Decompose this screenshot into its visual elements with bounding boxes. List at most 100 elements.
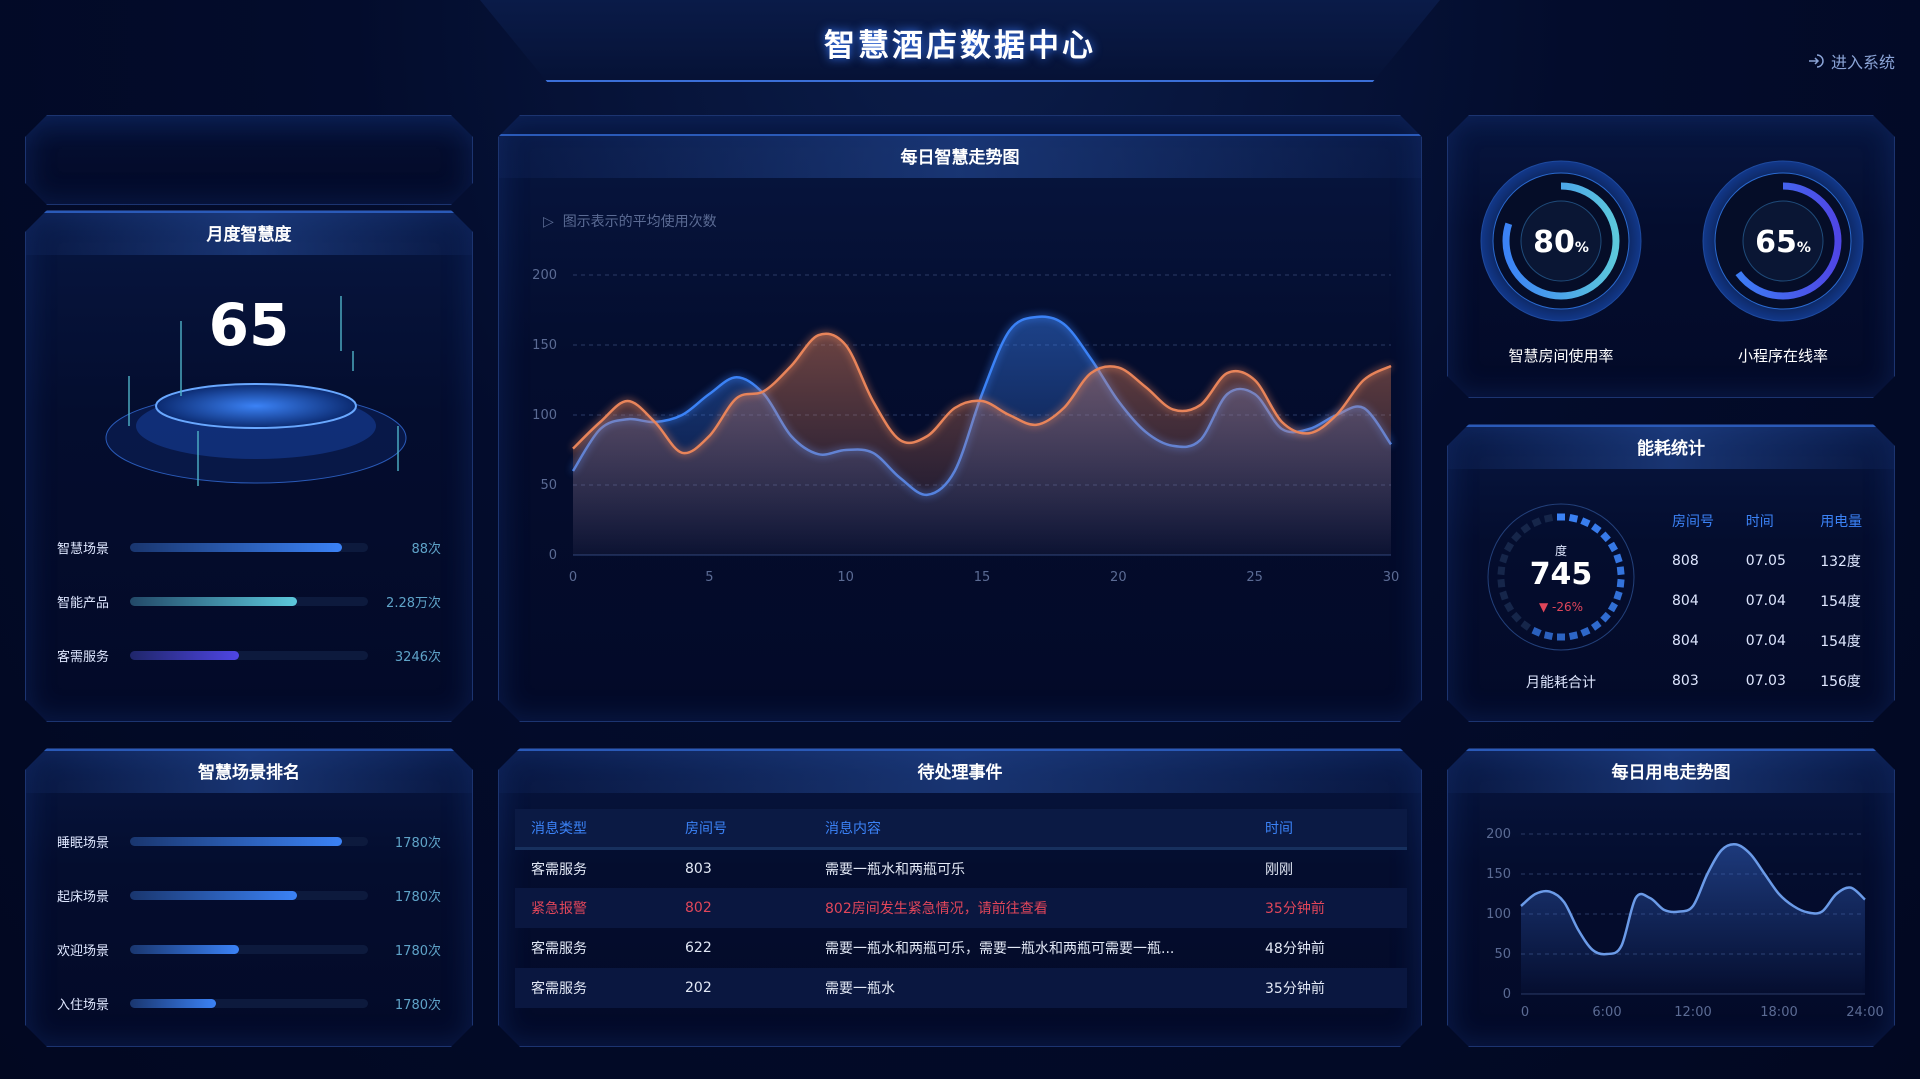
bar-value: 1780次 — [394, 835, 441, 851]
column-header: 时间 — [1265, 809, 1407, 848]
y-tick-label: 100 — [532, 408, 557, 423]
ring-segment — [1532, 627, 1542, 637]
bar-track — [130, 891, 368, 900]
ring-segment — [1497, 566, 1505, 575]
energy-change: ▼ -26% — [1486, 600, 1636, 614]
gauge-value: 80% — [1533, 225, 1589, 260]
bar-fill — [130, 651, 239, 660]
ring-segment — [1613, 554, 1622, 564]
alarm-row[interactable]: 紧急报警 802 802房间发生紧急情况，请前往查看 35分钟前 — [515, 888, 1407, 928]
ring-segment — [1617, 566, 1625, 575]
bar-label: 欢迎场景 — [57, 943, 110, 959]
bar-value: 1780次 — [394, 997, 441, 1013]
x-tick-label: 24:00 — [1846, 1005, 1883, 1020]
ring-segment — [1600, 532, 1611, 543]
event-row[interactable]: 客需服务 202 需要一瓶水 35分钟前 — [515, 968, 1407, 1008]
table-cell: 客需服务 — [531, 941, 587, 957]
table-cell: 156度 — [1820, 674, 1861, 690]
table-cell: 需要一瓶水 — [825, 968, 1265, 1008]
events-table: 消息类型 房间号 消息内容 时间 客需服务 803 需要一瓶水和两瓶可乐 刚刚 紧急报警 802 8… — [515, 809, 1407, 1008]
subtitle-text: 图示表示的平均使用次数 — [562, 214, 717, 230]
x-tick-label: 12:00 — [1674, 1005, 1711, 1020]
x-tick-label: 6:00 — [1592, 1005, 1621, 1020]
y-tick-label: 150 — [532, 338, 557, 353]
ring-segment — [1499, 554, 1508, 564]
table-cell: 客需服务 — [515, 968, 685, 1008]
panel-title: 智慧场景排名 — [26, 749, 472, 793]
event-row[interactable]: 客需服务 803 需要一瓶水和两瓶可乐 刚刚 — [515, 848, 1407, 888]
bar-label: 智能产品 — [57, 595, 110, 611]
bar-track — [130, 543, 368, 552]
bar-label: 客需服务 — [57, 649, 110, 665]
ring-segment — [1600, 612, 1611, 623]
panel-title: 月度智慧度 — [26, 211, 472, 255]
bar-track — [130, 651, 368, 660]
energy-table: 房间号 时间 用电量 808 07.05 132度 804 07.04 154度 804 07.04… — [1672, 501, 1894, 701]
table-cell: 刚刚 — [1265, 861, 1293, 878]
ring-segment — [1520, 620, 1531, 630]
table-cell: 202 — [685, 968, 825, 1008]
ring-segment — [1591, 620, 1602, 630]
enter-system-button[interactable]: 进入系统 — [1807, 49, 1895, 73]
table-cell: 803 — [685, 860, 712, 877]
bar-row: 智慧场景 88次 — [26, 537, 472, 557]
bar-label: 入住场景 — [57, 997, 110, 1013]
column-header: 用电量 — [1820, 514, 1863, 530]
enter-system-label: 进入系统 — [1830, 53, 1895, 72]
series-area — [573, 334, 1391, 555]
event-row[interactable]: 客需服务 622 需要一瓶水和两瓶可乐，需要一瓶水和两瓶可需要一瓶... 48分钟前 — [515, 928, 1407, 968]
series-line — [573, 334, 1391, 453]
table-cell: 802 — [685, 888, 825, 928]
y-tick-label: 50 — [1494, 947, 1511, 962]
panel-title: 待处理事件 — [499, 749, 1421, 793]
trend-panel: 每日智慧走势图 ▷ 图示表示的平均使用次数 0 50 100 150 200 0 5 10 15… — [498, 115, 1422, 722]
x-tick-label: 30 — [1383, 570, 1400, 585]
panel-title: 每日用电走势图 — [1448, 749, 1894, 793]
table-cell: 35分钟前 — [1265, 968, 1407, 1008]
table-cell: 804 — [1672, 633, 1699, 649]
column-header: 房间号 — [1672, 514, 1714, 530]
ring-segment — [1557, 514, 1565, 521]
panel-title: 能耗统计 — [1448, 425, 1894, 469]
bar-value: 1780次 — [394, 889, 441, 905]
table-cell: 需要一瓶水和两瓶可乐，需要一瓶水和两瓶可需要一瓶... — [825, 941, 1175, 957]
table-row: 808 07.05 132度 — [1672, 541, 1894, 581]
energy-ring — [1486, 502, 1636, 652]
page-title: 智慧酒店数据中心 — [824, 28, 1096, 64]
ring-segment — [1569, 631, 1578, 640]
power-panel: 每日用电走势图 0 50 100 150 200 0 6:00 12:00 18:00 24:00 — [1447, 748, 1895, 1047]
power-chart: 0 50 100 150 200 0 6:00 12:00 18:00 24:00 — [1448, 749, 1896, 1048]
y-tick-label: 50 — [540, 478, 557, 493]
column-header: 时间 — [1745, 514, 1774, 530]
table-cell: 需要一瓶水和两瓶可乐 — [825, 861, 965, 878]
table-cell: 804 — [1672, 593, 1699, 609]
ring-segment — [1511, 612, 1522, 623]
table-cell: 803 — [1672, 673, 1699, 689]
table-cell: 154度 — [1820, 634, 1861, 650]
bar-fill — [130, 891, 297, 900]
bar-track — [130, 999, 368, 1008]
ring-segment — [1608, 542, 1618, 552]
gauges: 80% 智慧房间使用率 65% 小程序在线率 — [1448, 116, 1896, 399]
energy-change-value: -26% — [1552, 600, 1584, 614]
bar-value: 88次 — [411, 541, 441, 557]
bar-fill — [130, 597, 297, 606]
ring-segment — [1591, 523, 1602, 533]
column-header: 房间号 — [685, 809, 825, 848]
bar-row: 智能产品 2.28万次 — [26, 591, 472, 611]
x-tick-label: 15 — [974, 570, 991, 585]
table-row: 804 07.04 154度 — [1672, 581, 1894, 621]
ring-segment — [1608, 602, 1618, 612]
bar-value: 2.28万次 — [386, 595, 441, 611]
x-tick-label: 25 — [1246, 570, 1263, 585]
ranking-panel: 智慧场景排名 睡眠场景 1780次 起床场景 1780次 欢迎场景 1780次 入住场景 17… — [25, 748, 473, 1047]
table-cell: 07.04 — [1745, 633, 1786, 649]
gauge-label: 小程序在线率 — [1738, 347, 1828, 365]
gauges-panel: 80% 智慧房间使用率 65% 小程序在线率 — [1447, 115, 1895, 398]
ring-segment — [1580, 517, 1590, 527]
energy-unit: 度 — [1554, 544, 1567, 558]
y-tick-label: 200 — [532, 268, 557, 283]
x-tick-label: 0 — [1521, 1005, 1529, 1020]
ring-segment — [1499, 591, 1508, 601]
ring-segment — [1511, 532, 1522, 543]
